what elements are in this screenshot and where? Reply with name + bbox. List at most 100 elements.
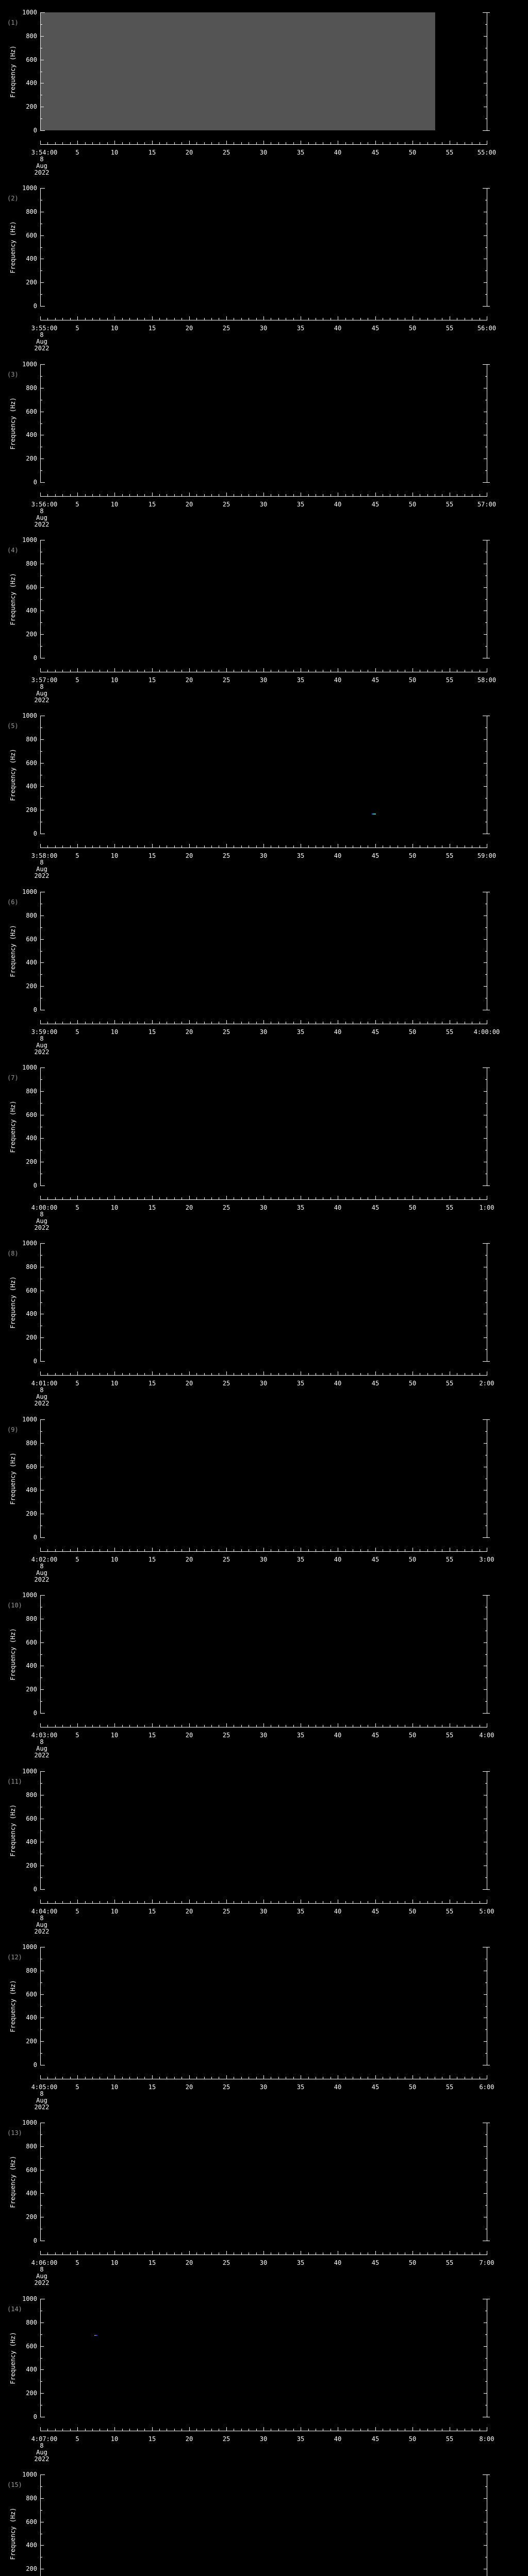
x-tick bbox=[293, 2077, 294, 2079]
x-tick bbox=[159, 1197, 160, 1199]
x-tick bbox=[92, 2077, 93, 2079]
x-tick bbox=[278, 1373, 279, 1375]
x-tick-label: 5 bbox=[75, 1556, 79, 1563]
y-tick bbox=[483, 1537, 487, 1538]
x-tick bbox=[62, 1901, 63, 1903]
x-tick bbox=[308, 318, 309, 320]
x-tick bbox=[159, 2429, 160, 2431]
x-tick bbox=[211, 2429, 212, 2431]
x-tick-label: 35 bbox=[296, 2435, 305, 2443]
x-tick bbox=[360, 494, 361, 496]
x-tick-label: 40 bbox=[334, 1380, 342, 1387]
y-tick-label: 400 bbox=[26, 79, 37, 87]
y-tick bbox=[485, 751, 487, 752]
y-tick bbox=[485, 798, 487, 799]
y-tick bbox=[41, 986, 44, 987]
y-tick bbox=[41, 118, 42, 119]
x-tick bbox=[263, 668, 264, 672]
x-tick bbox=[77, 844, 78, 848]
x-tick bbox=[70, 2077, 71, 2079]
x-tick-label: 55 bbox=[446, 2435, 454, 2443]
x-tick bbox=[345, 1901, 346, 1903]
x-tick bbox=[308, 1022, 309, 1024]
y-tick bbox=[41, 1302, 42, 1303]
y-tick bbox=[41, 2041, 44, 2042]
axis-end-cap bbox=[487, 130, 490, 131]
x-tick bbox=[263, 1196, 264, 1199]
x-tick bbox=[92, 1725, 93, 1727]
x-tick bbox=[92, 2429, 93, 2431]
x-tick bbox=[144, 1373, 145, 1375]
x-tick bbox=[85, 2077, 86, 2079]
y-tick bbox=[484, 2193, 487, 2194]
x-tick bbox=[189, 1723, 190, 1727]
spectrogram-plot bbox=[40, 2299, 487, 2417]
x-tick bbox=[92, 318, 93, 320]
x-tick bbox=[427, 494, 428, 496]
x-axis-end-time-label: 7:00 bbox=[479, 2259, 494, 2266]
x-tick-label: 15 bbox=[148, 1028, 156, 1036]
y-tick-label: 800 bbox=[26, 1263, 37, 1270]
x-tick bbox=[114, 141, 115, 144]
spectrogram-plot bbox=[40, 892, 487, 1010]
y-tick bbox=[41, 306, 45, 307]
y-tick bbox=[41, 1877, 42, 1878]
y-tick bbox=[484, 587, 487, 588]
y-tick bbox=[485, 294, 487, 295]
x-tick bbox=[122, 2429, 123, 2431]
x-tick-label: 20 bbox=[185, 149, 193, 156]
x-tick bbox=[375, 1723, 376, 1727]
y-tick-label: 400 bbox=[26, 1486, 37, 1494]
y-tick bbox=[41, 2358, 42, 2359]
x-tick bbox=[412, 1196, 413, 1199]
x-tick-label: 30 bbox=[259, 852, 268, 859]
y-tick bbox=[41, 1654, 42, 1655]
y-axis-left bbox=[40, 2475, 41, 2576]
x-tick bbox=[107, 670, 108, 672]
spectrogram-plot bbox=[40, 1947, 487, 2065]
x-tick bbox=[293, 1197, 294, 1199]
x-tick bbox=[256, 2077, 257, 2079]
y-tick bbox=[485, 2053, 487, 2054]
axis-end-cap bbox=[487, 1537, 490, 1538]
x-tick bbox=[345, 1549, 346, 1551]
x-tick bbox=[137, 670, 138, 672]
x-tick bbox=[196, 845, 197, 848]
x-tick-label: 30 bbox=[259, 1028, 268, 1036]
panel-number-label: (8) bbox=[7, 1250, 19, 1257]
x-tick bbox=[204, 494, 205, 496]
x-tick bbox=[144, 1549, 145, 1551]
x-tick bbox=[293, 1901, 294, 1903]
y-tick-label: 400 bbox=[26, 2366, 37, 2373]
x-axis-date-line: 8 bbox=[40, 1035, 44, 1042]
y-tick bbox=[41, 12, 45, 13]
x-tick-label: 25 bbox=[222, 1204, 230, 1211]
x-tick bbox=[129, 1197, 130, 1199]
x-tick bbox=[241, 142, 242, 144]
x-tick bbox=[62, 1197, 63, 1199]
y-tick-label: 1000 bbox=[22, 361, 37, 368]
y-tick-label: 200 bbox=[26, 455, 37, 462]
x-tick bbox=[211, 1549, 212, 1551]
x-tick-label: 20 bbox=[185, 1028, 193, 1036]
x-tick bbox=[137, 1022, 138, 1024]
x-tick-label: 55 bbox=[446, 501, 454, 508]
x-tick bbox=[107, 1549, 108, 1551]
y-tick bbox=[41, 587, 44, 588]
x-tick bbox=[107, 845, 108, 848]
x-tick bbox=[360, 2077, 361, 2079]
x-tick bbox=[278, 318, 279, 320]
x-tick bbox=[412, 1371, 413, 1375]
x-tick bbox=[360, 2429, 361, 2431]
x-tick bbox=[85, 2252, 86, 2255]
y-tick-label: 400 bbox=[26, 1134, 37, 1142]
x-tick bbox=[122, 670, 123, 672]
axis-end-cap bbox=[487, 1419, 490, 1420]
y-tick-label: 0 bbox=[33, 654, 37, 662]
x-tick bbox=[189, 1900, 190, 1903]
x-tick bbox=[62, 2252, 63, 2255]
y-tick bbox=[41, 2393, 44, 2394]
y-tick bbox=[41, 2193, 44, 2194]
x-tick-label: 40 bbox=[334, 325, 342, 332]
x-tick-label: 25 bbox=[222, 676, 230, 684]
